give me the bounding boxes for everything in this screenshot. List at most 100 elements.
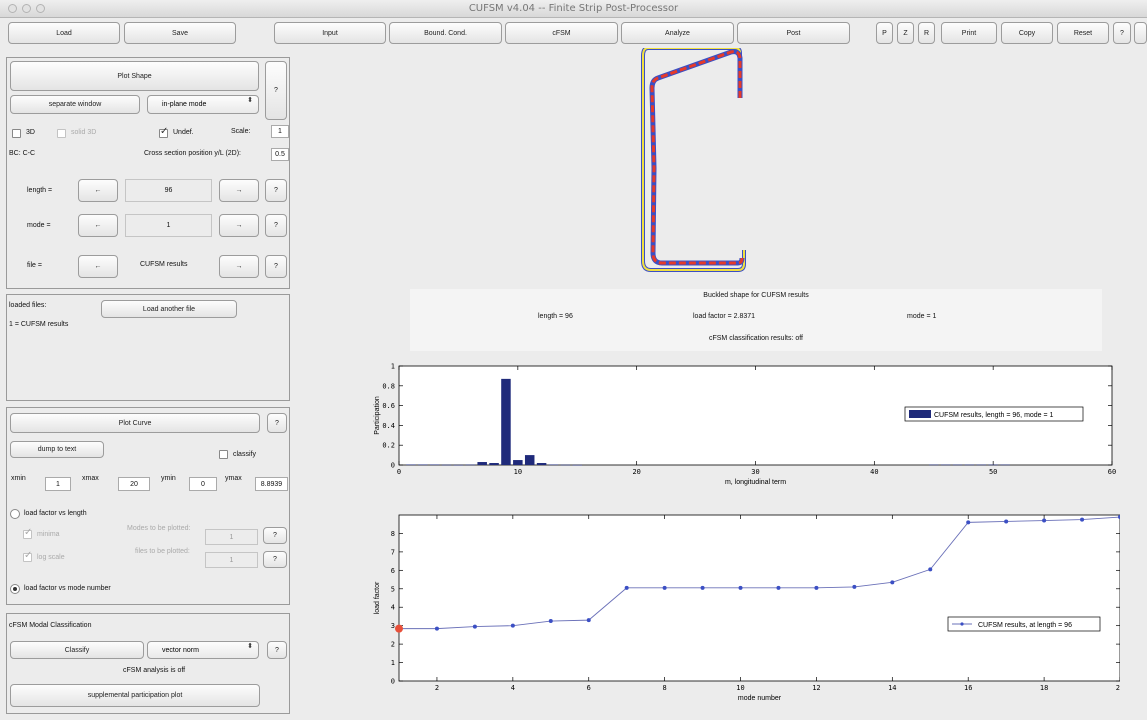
- load-factor-chart: 2468101214161820012345678mode numberload…: [374, 514, 1120, 702]
- x-axis-label: mode number: [738, 695, 782, 702]
- xmax-input[interactable]: 20: [118, 477, 150, 491]
- length-input[interactable]: 96: [125, 179, 212, 202]
- length-prev-button[interactable]: ←: [78, 179, 118, 202]
- plot-shape-button[interactable]: Plot Shape: [10, 61, 259, 91]
- ymax-input[interactable]: 8.8939: [255, 477, 288, 491]
- file-help-button[interactable]: ?: [265, 255, 287, 278]
- shape-help-button[interactable]: ?: [265, 61, 287, 120]
- mode-prev-button[interactable]: ←: [78, 214, 118, 237]
- xmin-input[interactable]: 1: [45, 477, 71, 491]
- load-factor-point: [472, 624, 477, 629]
- close-window-icon[interactable]: [8, 4, 17, 13]
- lf-vs-length-radio[interactable]: [10, 509, 20, 519]
- length-help-button[interactable]: ?: [265, 179, 287, 202]
- participation-bar: [976, 464, 987, 466]
- participation-bar: [429, 464, 440, 466]
- toolbar-overflow-button[interactable]: [1134, 22, 1147, 44]
- solid3d-label: solid 3D: [71, 129, 97, 136]
- cfsm-panel: cFSM Modal Classification Classify vecto…: [6, 613, 290, 714]
- legend-swatch: [909, 410, 931, 418]
- 3d-checkbox[interactable]: [12, 129, 21, 138]
- selected-mode-marker: [395, 624, 403, 633]
- mode-view-select[interactable]: in-plane mode ⬍: [147, 95, 259, 114]
- files-plotted-input[interactable]: 1: [205, 552, 258, 568]
- solid3d-checkbox[interactable]: [57, 129, 66, 138]
- y-tick-label: 0.2: [382, 442, 395, 450]
- cross-section-input[interactable]: 0.5: [271, 148, 289, 161]
- select-arrows-icon: ⬍: [247, 643, 253, 650]
- loaded-file-entry[interactable]: 1 = CUFSM results: [9, 321, 69, 328]
- mode-input[interactable]: 1: [125, 214, 212, 237]
- x-tick-label: 40: [870, 468, 878, 476]
- y-tick-label: 0.4: [382, 422, 395, 430]
- mode-help-button[interactable]: ?: [265, 214, 287, 237]
- y-tick-label: 3: [391, 622, 395, 630]
- r-button[interactable]: R: [918, 22, 935, 44]
- file-next-button[interactable]: →: [219, 255, 259, 278]
- norm-select[interactable]: vector norm ⬍: [147, 641, 259, 659]
- file-value: CUFSM results: [140, 261, 188, 268]
- reset-button[interactable]: Reset: [1057, 22, 1109, 44]
- x-axis-label: m, longitudinal term: [725, 479, 786, 486]
- classify-checkbox[interactable]: [219, 450, 228, 459]
- participation-bar: [453, 464, 464, 466]
- load-another-file-button[interactable]: Load another file: [101, 300, 237, 318]
- cfsm-status: cFSM analysis is off: [123, 667, 186, 674]
- participation-bar: [441, 464, 452, 466]
- curve-panel: Plot Curve ? dump to text classify xmin …: [6, 407, 290, 605]
- supplemental-plot-button[interactable]: supplemental participation plot: [10, 684, 260, 707]
- z-button[interactable]: Z: [897, 22, 914, 44]
- y-tick-label: 1: [391, 659, 395, 667]
- y-tick-label: 0.6: [382, 402, 395, 410]
- classify-button[interactable]: Classify: [10, 641, 144, 659]
- y-tick-label: 8: [391, 530, 395, 538]
- log-scale-checkbox[interactable]: ✓: [23, 550, 32, 562]
- curve-help-button[interactable]: ?: [267, 413, 287, 433]
- scale-input[interactable]: 1: [271, 125, 289, 138]
- load-factor-point: [966, 520, 971, 525]
- length-next-button[interactable]: →: [219, 179, 259, 202]
- help-button[interactable]: ?: [1113, 22, 1131, 44]
- lf-vs-mode-radio[interactable]: [10, 584, 20, 594]
- x-tick-label: 10: [514, 468, 522, 476]
- undef-checkbox[interactable]: ✓: [159, 126, 168, 138]
- participation-bar: [418, 464, 428, 466]
- p-button[interactable]: P: [876, 22, 893, 44]
- y-tick-label: 0: [391, 678, 395, 686]
- print-button[interactable]: Print: [941, 22, 997, 44]
- xmax-label: xmax: [82, 475, 99, 482]
- analyze-button[interactable]: Analyze: [621, 22, 734, 44]
- participation-bar: [1000, 464, 1010, 466]
- input-button[interactable]: Input: [274, 22, 386, 44]
- participation-chart: 0 10 20 30 40 50 60 0 0.2 0.4 0.6 0.8 1 m, longitudin…: [374, 363, 1116, 487]
- legend-label: CUFSM results, length = 96, mode = 1: [934, 412, 1054, 419]
- minimize-window-icon[interactable]: [22, 4, 31, 13]
- y-axis-label: Participation: [374, 396, 381, 435]
- xmin-label: xmin: [11, 475, 26, 482]
- load-factor-point: [624, 585, 629, 590]
- save-button[interactable]: Save: [124, 22, 236, 44]
- zoom-window-icon[interactable]: [36, 4, 45, 13]
- files-panel: loaded files: Load another file 1 = CUFS…: [6, 294, 290, 401]
- cfsm-help-button[interactable]: ?: [267, 641, 287, 659]
- modes-help-button[interactable]: ?: [263, 527, 287, 544]
- ymin-input[interactable]: 0: [189, 477, 217, 491]
- files-help-button[interactable]: ?: [263, 551, 287, 568]
- modes-plotted-input[interactable]: 1: [205, 529, 258, 545]
- plot-curve-button[interactable]: Plot Curve: [10, 413, 260, 433]
- load-factor-point: [548, 619, 553, 624]
- minima-checkbox[interactable]: ✓: [23, 527, 32, 539]
- x-tick-label: 6: [587, 684, 591, 692]
- mode-next-button[interactable]: →: [219, 214, 259, 237]
- cfsm-button[interactable]: cFSM: [505, 22, 618, 44]
- participation-bar: [406, 464, 416, 466]
- load-button[interactable]: Load: [8, 22, 120, 44]
- bound-cond-button[interactable]: Bound. Cond.: [389, 22, 502, 44]
- dump-to-text-button[interactable]: dump to text: [10, 441, 104, 458]
- x-tick-label: 12: [812, 684, 820, 692]
- post-button[interactable]: Post: [737, 22, 850, 44]
- separate-window-button[interactable]: separate window: [10, 95, 140, 114]
- copy-button[interactable]: Copy: [1001, 22, 1053, 44]
- participation-bar: [964, 464, 975, 466]
- file-prev-button[interactable]: ←: [78, 255, 118, 278]
